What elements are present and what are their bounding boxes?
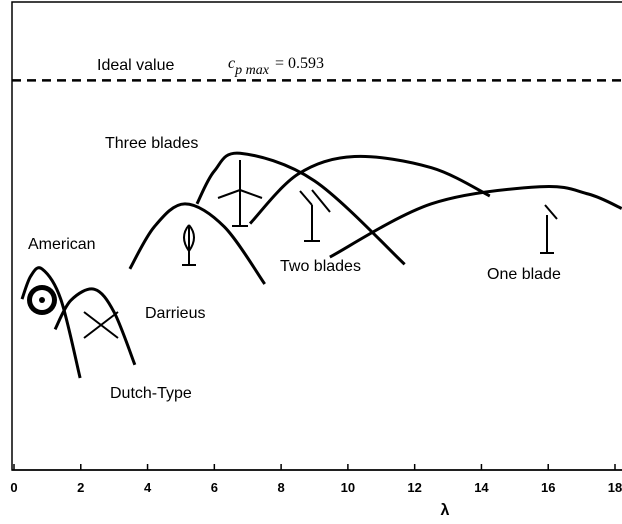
x-tick-label: 12 — [407, 480, 421, 495]
curve — [53, 287, 137, 366]
curve — [195, 151, 406, 266]
curve — [248, 154, 491, 225]
curve-label: Dutch-Type — [110, 385, 192, 402]
x-tick-label: 6 — [211, 480, 218, 495]
curve-label: One blade — [487, 266, 561, 283]
curve-label: Darrieus — [145, 305, 205, 322]
curve — [329, 184, 622, 259]
ideal-subscript: p max — [234, 63, 270, 78]
x-tick-label: 0 — [10, 480, 17, 495]
ideal-formula: cp max = 0.593 — [228, 55, 324, 78]
ideal-symbol: c — [228, 55, 235, 72]
x-tick-label: 14 — [474, 480, 489, 495]
x-tick-label: 10 — [341, 480, 355, 495]
curve-label: Two blades — [280, 258, 361, 275]
ideal-value: 0.593 — [288, 55, 324, 72]
turbine-icons — [27, 160, 558, 339]
x-tick-label: 4 — [144, 480, 152, 495]
curve-label: American — [28, 236, 96, 253]
curve — [128, 202, 266, 285]
x-tick-label: 2 — [77, 480, 84, 495]
x-tick-label: 16 — [541, 480, 555, 495]
x-axis-label: λ — [441, 502, 450, 519]
x-tick-label: 8 — [277, 480, 284, 495]
x-tick-label: 18 — [608, 480, 622, 495]
curve-label: Three blades — [105, 135, 198, 152]
curve — [20, 266, 82, 379]
ideal-relation: = — [275, 55, 284, 72]
ideal-label: Ideal value — [97, 57, 174, 74]
